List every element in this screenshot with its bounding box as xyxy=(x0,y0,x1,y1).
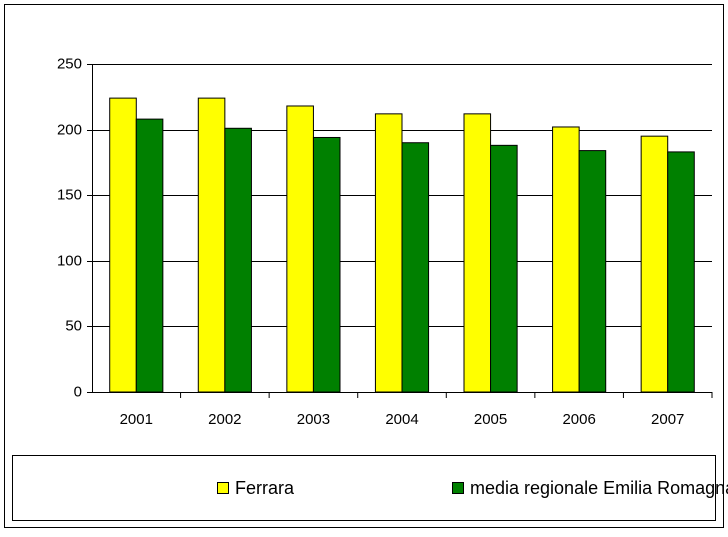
y-tick-label: 250 xyxy=(57,55,82,72)
x-tick-label: 2005 xyxy=(474,411,507,428)
legend-label: Ferrara xyxy=(235,478,295,498)
x-tick-label: 2002 xyxy=(208,411,241,428)
bar xyxy=(640,135,669,393)
legend-label: media regionale Emilia Romagna xyxy=(470,478,728,498)
bar xyxy=(667,151,695,393)
bar xyxy=(135,118,164,393)
y-tick-label: 100 xyxy=(57,252,82,269)
y-tick-label: 150 xyxy=(57,186,82,203)
bar xyxy=(552,126,580,393)
legend-swatch xyxy=(217,482,229,494)
bar xyxy=(197,97,226,393)
bar xyxy=(224,127,252,393)
bar xyxy=(109,97,137,393)
bar xyxy=(401,142,430,393)
x-tick-label: 2007 xyxy=(651,411,684,428)
y-tick-label: 200 xyxy=(57,121,82,138)
y-tick-label: 0 xyxy=(74,383,82,400)
bar xyxy=(286,105,314,393)
x-tick-label: 2004 xyxy=(385,411,418,428)
bar xyxy=(374,113,403,393)
legend-swatch xyxy=(452,482,464,494)
legend-box xyxy=(12,455,716,521)
bar xyxy=(490,144,518,393)
x-tick-label: 2001 xyxy=(120,411,153,428)
bar xyxy=(312,136,341,393)
x-tick-label: 2006 xyxy=(562,411,595,428)
x-tick-label: 2003 xyxy=(297,411,330,428)
bar xyxy=(578,150,607,393)
bar xyxy=(463,113,492,393)
y-tick-label: 50 xyxy=(65,317,82,334)
